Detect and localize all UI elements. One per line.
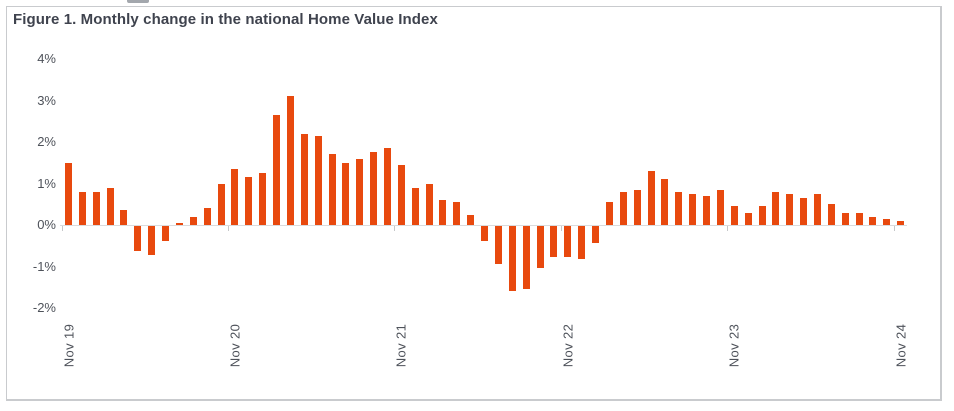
bar-apr-23: [633, 189, 641, 225]
bar-apr-20: [134, 226, 142, 252]
bar-aug-22: [522, 226, 530, 289]
bar-nov-22: [564, 226, 572, 258]
x-axis-tick-label: Nov 24: [893, 323, 909, 368]
bar-oct-21: [384, 148, 391, 225]
bar-dec-20: [245, 177, 253, 225]
x-axis-tick: [893, 226, 895, 231]
bar-oct-22: [550, 226, 558, 258]
bar-dec-21: [411, 187, 419, 225]
bar-mar-21: [286, 96, 294, 225]
bar-sep-24: [869, 216, 877, 225]
x-axis-tick-label: Nov 22: [560, 323, 576, 368]
bar-jan-23: [592, 226, 600, 243]
x-axis-tick: [227, 226, 229, 231]
y-axis-tick-label: 1%: [37, 175, 56, 191]
y-axis-tick-label: -1%: [32, 258, 56, 274]
bar-dec-22: [578, 226, 586, 260]
bar-nov-19: [65, 162, 72, 225]
bar-jan-24: [758, 206, 766, 225]
bar-sep-21: [370, 152, 378, 225]
bar-sep-20: [203, 208, 211, 225]
bar-jul-23: [675, 191, 683, 225]
y-axis-tick-label: 2%: [37, 134, 56, 149]
bar-may-22: [481, 226, 489, 241]
y-axis-tick-label: 0%: [37, 217, 56, 232]
bar-dec-19: [78, 191, 86, 225]
bar-jun-22: [494, 226, 502, 264]
bar-dec-23: [744, 212, 752, 225]
bar-jun-20: [162, 226, 170, 241]
bar-mar-20: [120, 210, 128, 225]
bar-apr-22: [467, 214, 475, 225]
y-axis-tick-label: 3%: [37, 92, 56, 108]
bar-mar-24: [786, 193, 794, 225]
bar-jul-20: [175, 222, 183, 225]
bar-may-21: [314, 135, 322, 225]
x-axis-tick-label: Nov 23: [726, 323, 742, 368]
bar-jul-24: [841, 212, 849, 225]
bar-may-20: [148, 226, 156, 256]
bar-feb-22: [439, 200, 447, 225]
bar-oct-23: [716, 189, 724, 225]
bar-nov-23: [730, 206, 738, 225]
bar-jun-21: [328, 154, 336, 225]
bar-apr-21: [300, 133, 308, 225]
bar-oct-20: [217, 183, 225, 225]
figure-title: Figure 1. Monthly change in the national…: [13, 11, 438, 28]
bar-jan-20: [92, 191, 100, 225]
bar-jul-22: [508, 226, 516, 291]
bar-jun-24: [827, 204, 835, 225]
x-axis-tick-label: Nov 21: [393, 323, 409, 368]
bar-may-24: [813, 193, 821, 225]
bar-sep-23: [703, 195, 711, 225]
x-axis-tick: [61, 226, 63, 231]
y-axis-tick-label: 4%: [37, 51, 56, 66]
x-axis-tick: [394, 226, 396, 231]
bar-jul-21: [342, 162, 350, 225]
bar-feb-24: [772, 191, 780, 225]
bar-jan-21: [259, 173, 267, 225]
bar-feb-20: [106, 187, 114, 225]
bar-may-23: [647, 171, 655, 225]
x-axis-line: [60, 225, 907, 227]
x-axis-tick: [560, 226, 562, 231]
bar-nov-21: [397, 164, 405, 225]
bar-feb-23: [605, 202, 613, 225]
bar-feb-21: [273, 115, 281, 225]
bar-mar-22: [453, 202, 461, 225]
bar-aug-20: [189, 216, 197, 225]
x-axis-tick-label: Nov 20: [227, 323, 243, 368]
cropped-artifact: [127, 0, 149, 3]
y-axis-tick-label: -2%: [32, 300, 56, 315]
figure-frame: [6, 6, 942, 401]
bar-mar-23: [619, 191, 627, 225]
x-axis-tick: [727, 226, 729, 231]
bar-apr-24: [800, 198, 808, 225]
bar-nov-20: [231, 168, 239, 225]
bar-aug-21: [356, 158, 364, 225]
bar-nov-24: [897, 220, 905, 225]
x-axis-tick-label: Nov 19: [61, 323, 76, 368]
bar-jan-22: [425, 183, 433, 225]
bar-oct-24: [883, 218, 891, 225]
bar-jun-23: [661, 179, 669, 225]
bar-sep-22: [536, 226, 544, 268]
bar-aug-23: [689, 193, 697, 225]
bar-aug-24: [855, 212, 863, 225]
